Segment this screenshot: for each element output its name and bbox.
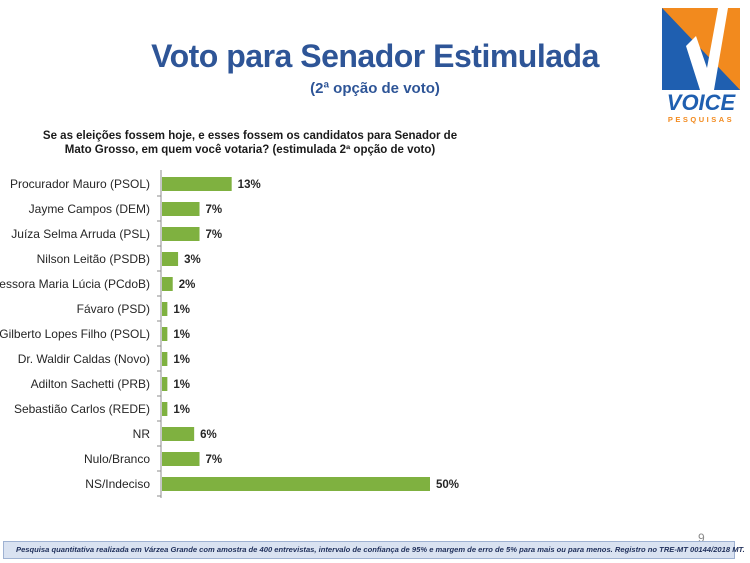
chart-title: Se as eleições fossem hoje, e esses foss… — [40, 129, 460, 157]
category-label: Fávaro (PSD) — [77, 302, 150, 316]
value-label: 2% — [179, 279, 196, 291]
bar — [162, 452, 200, 466]
value-label: 7% — [206, 204, 223, 216]
footer-note: Pesquisa quantitativa realizada em Várze… — [16, 545, 745, 554]
category-label: Juíza Selma Arruda (PSL) — [11, 227, 150, 241]
footer-note-box: Pesquisa quantitativa realizada em Várze… — [3, 541, 745, 559]
category-label: Dr. Waldir Caldas (Novo) — [18, 352, 150, 366]
bar — [162, 427, 195, 441]
bar-chart: Procurador Mauro (PSOL) 13% Jayme Campos (… — [0, 170, 459, 498]
page-number: 9 — [698, 531, 705, 545]
value-label: 1% — [173, 404, 190, 416]
bar — [162, 202, 200, 216]
value-label: 1% — [173, 354, 190, 366]
chart-title-line-1: Se as eleições fossem hoje, e esses foss… — [42, 130, 458, 142]
value-label: 13% — [238, 179, 261, 191]
bar — [162, 227, 200, 241]
bar — [162, 252, 179, 266]
category-label: Sebastião Carlos (REDE) — [14, 402, 150, 416]
category-label: Jayme Campos (DEM) — [29, 202, 150, 216]
bar — [162, 177, 232, 191]
value-label: 1% — [173, 329, 190, 341]
value-label: 1% — [173, 379, 190, 391]
value-label: 6% — [200, 429, 217, 441]
category-label: NR — [133, 427, 151, 441]
bar — [162, 352, 168, 366]
bar — [162, 377, 168, 391]
page-title: Voto para Senador Estimulada — [151, 38, 599, 74]
bar — [162, 277, 173, 291]
bar — [162, 402, 168, 416]
logo-wordmark: VOICE — [667, 90, 737, 115]
value-label: 7% — [206, 229, 223, 241]
category-label: Professora Maria Lúcia (PCdoB) — [0, 277, 150, 291]
logo-tagline: PESQUISAS — [668, 115, 734, 124]
category-label: Gilberto Lopes Filho (PSOL) — [0, 327, 150, 341]
category-label: Adilton Sachetti (PRB) — [31, 377, 150, 391]
voice-pesquisas-logo: VOICE PESQUISAS — [662, 8, 740, 124]
value-label: 50% — [436, 479, 459, 491]
value-label: 7% — [206, 454, 223, 466]
category-label: NS/Indeciso — [85, 477, 150, 491]
bar — [162, 302, 168, 316]
category-label: Nilson Leitão (PSDB) — [37, 252, 150, 266]
bar — [162, 327, 168, 341]
category-label: Nulo/Branco — [84, 452, 150, 466]
value-label: 1% — [173, 304, 190, 316]
page-subtitle: (2ª opção de voto) — [310, 80, 440, 97]
value-label: 3% — [184, 254, 201, 266]
logo-v-mark — [686, 8, 728, 90]
bar — [162, 477, 430, 491]
category-label: Procurador Mauro (PSOL) — [10, 177, 150, 191]
chart-title-line-2: Mato Grosso, em quem você votaria? (esti… — [64, 144, 436, 156]
